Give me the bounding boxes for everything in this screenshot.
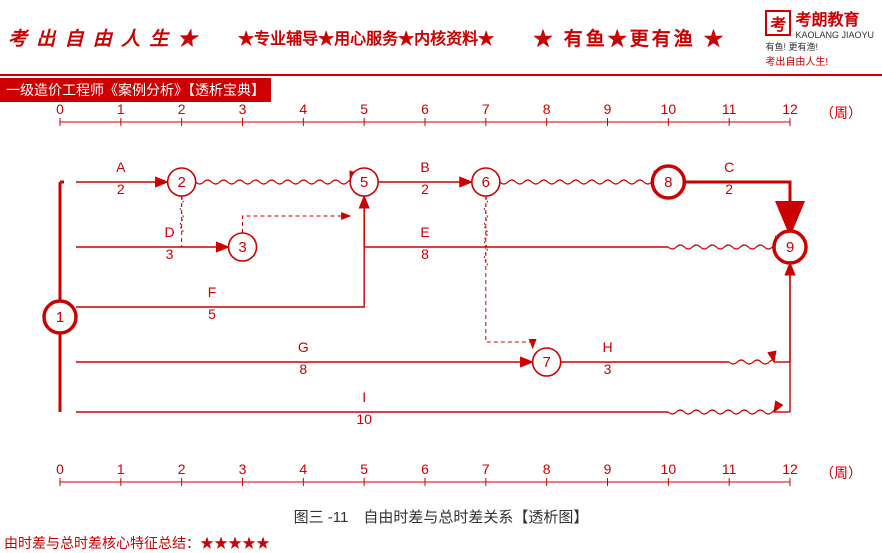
svg-text:2: 2	[178, 461, 186, 477]
header-left-slogan: 考 出 自 由 人 生 ★	[8, 24, 199, 51]
svg-text:（周）: （周）	[820, 465, 862, 481]
svg-text:7: 7	[482, 461, 490, 477]
svg-text:3: 3	[239, 461, 247, 477]
header-mid-slogan: ★专业辅导★用心服务★内核资料★	[238, 25, 494, 49]
svg-text:5: 5	[360, 461, 368, 477]
svg-text:0: 0	[56, 461, 64, 477]
svg-text:10: 10	[356, 411, 372, 427]
svg-text:5: 5	[360, 102, 368, 117]
svg-text:（周）: （周）	[820, 105, 862, 121]
svg-text:9: 9	[604, 102, 612, 117]
svg-text:1: 1	[117, 102, 125, 117]
svg-text:6: 6	[482, 174, 490, 191]
svg-text:7: 7	[482, 102, 490, 117]
svg-text:D: D	[164, 224, 174, 240]
svg-text:1: 1	[56, 309, 64, 326]
svg-text:8: 8	[299, 361, 307, 377]
svg-text:I: I	[362, 389, 366, 405]
page-header: 考 出 自 由 人 生 ★ ★专业辅导★用心服务★内核资料★ ★ 有鱼★更有渔 …	[0, 0, 882, 74]
svg-text:9: 9	[786, 239, 794, 256]
footer-summary: 由时差与总时差核心特征总结：★★★★★	[0, 533, 882, 553]
svg-text:6: 6	[421, 102, 429, 117]
svg-text:5: 5	[360, 174, 368, 191]
svg-text:10: 10	[661, 461, 677, 477]
logo-icon: 考	[765, 10, 791, 36]
svg-text:2: 2	[725, 181, 733, 197]
network-diagram: 0123456789101112（周）0123456789101112（周）A2…	[0, 102, 882, 502]
figure-caption: 图三 -11 自由时差与总时差关系【透析图】	[0, 506, 882, 527]
svg-text:10: 10	[661, 102, 677, 117]
svg-text:8: 8	[543, 461, 551, 477]
logo-sub: KAOLANG JIAOYU	[795, 30, 874, 40]
svg-text:9: 9	[604, 461, 612, 477]
svg-text:7: 7	[542, 354, 550, 371]
svg-text:5: 5	[208, 306, 216, 322]
logo-tag: 考出自由人生!	[765, 53, 828, 68]
svg-text:H: H	[602, 339, 612, 355]
svg-text:8: 8	[543, 102, 551, 117]
svg-text:E: E	[420, 224, 429, 240]
svg-text:4: 4	[299, 102, 307, 117]
svg-text:2: 2	[178, 102, 186, 117]
svg-text:3: 3	[238, 239, 246, 256]
brand-logo: 考 考朗教育 KAOLANG JIAOYU 有鱼! 更有渔! 考出自由人生!	[765, 6, 874, 68]
svg-text:8: 8	[421, 246, 429, 262]
logo-small: 有鱼! 更有渔!	[765, 40, 818, 53]
document-subtitle: 一级造价工程师《案例分析》【透析宝典】	[0, 78, 271, 102]
svg-text:8: 8	[664, 174, 672, 191]
svg-text:G: G	[298, 339, 309, 355]
svg-text:3: 3	[604, 361, 612, 377]
logo-name: 考朗教育	[795, 6, 874, 30]
svg-text:C: C	[724, 159, 734, 175]
svg-text:B: B	[420, 159, 429, 175]
svg-text:12: 12	[782, 461, 798, 477]
svg-text:F: F	[208, 284, 217, 300]
svg-text:11: 11	[722, 461, 737, 477]
header-right-slogan: ★ 有鱼★更有渔 ★	[533, 24, 726, 51]
svg-text:4: 4	[299, 461, 307, 477]
svg-text:2: 2	[421, 181, 429, 197]
svg-text:6: 6	[421, 461, 429, 477]
svg-text:11: 11	[722, 102, 737, 117]
svg-text:12: 12	[782, 102, 798, 117]
svg-text:0: 0	[56, 102, 64, 117]
svg-text:3: 3	[166, 246, 174, 262]
svg-text:A: A	[116, 159, 126, 175]
svg-text:2: 2	[117, 181, 125, 197]
svg-text:2: 2	[177, 174, 185, 191]
svg-text:3: 3	[239, 102, 247, 117]
svg-text:1: 1	[117, 461, 125, 477]
